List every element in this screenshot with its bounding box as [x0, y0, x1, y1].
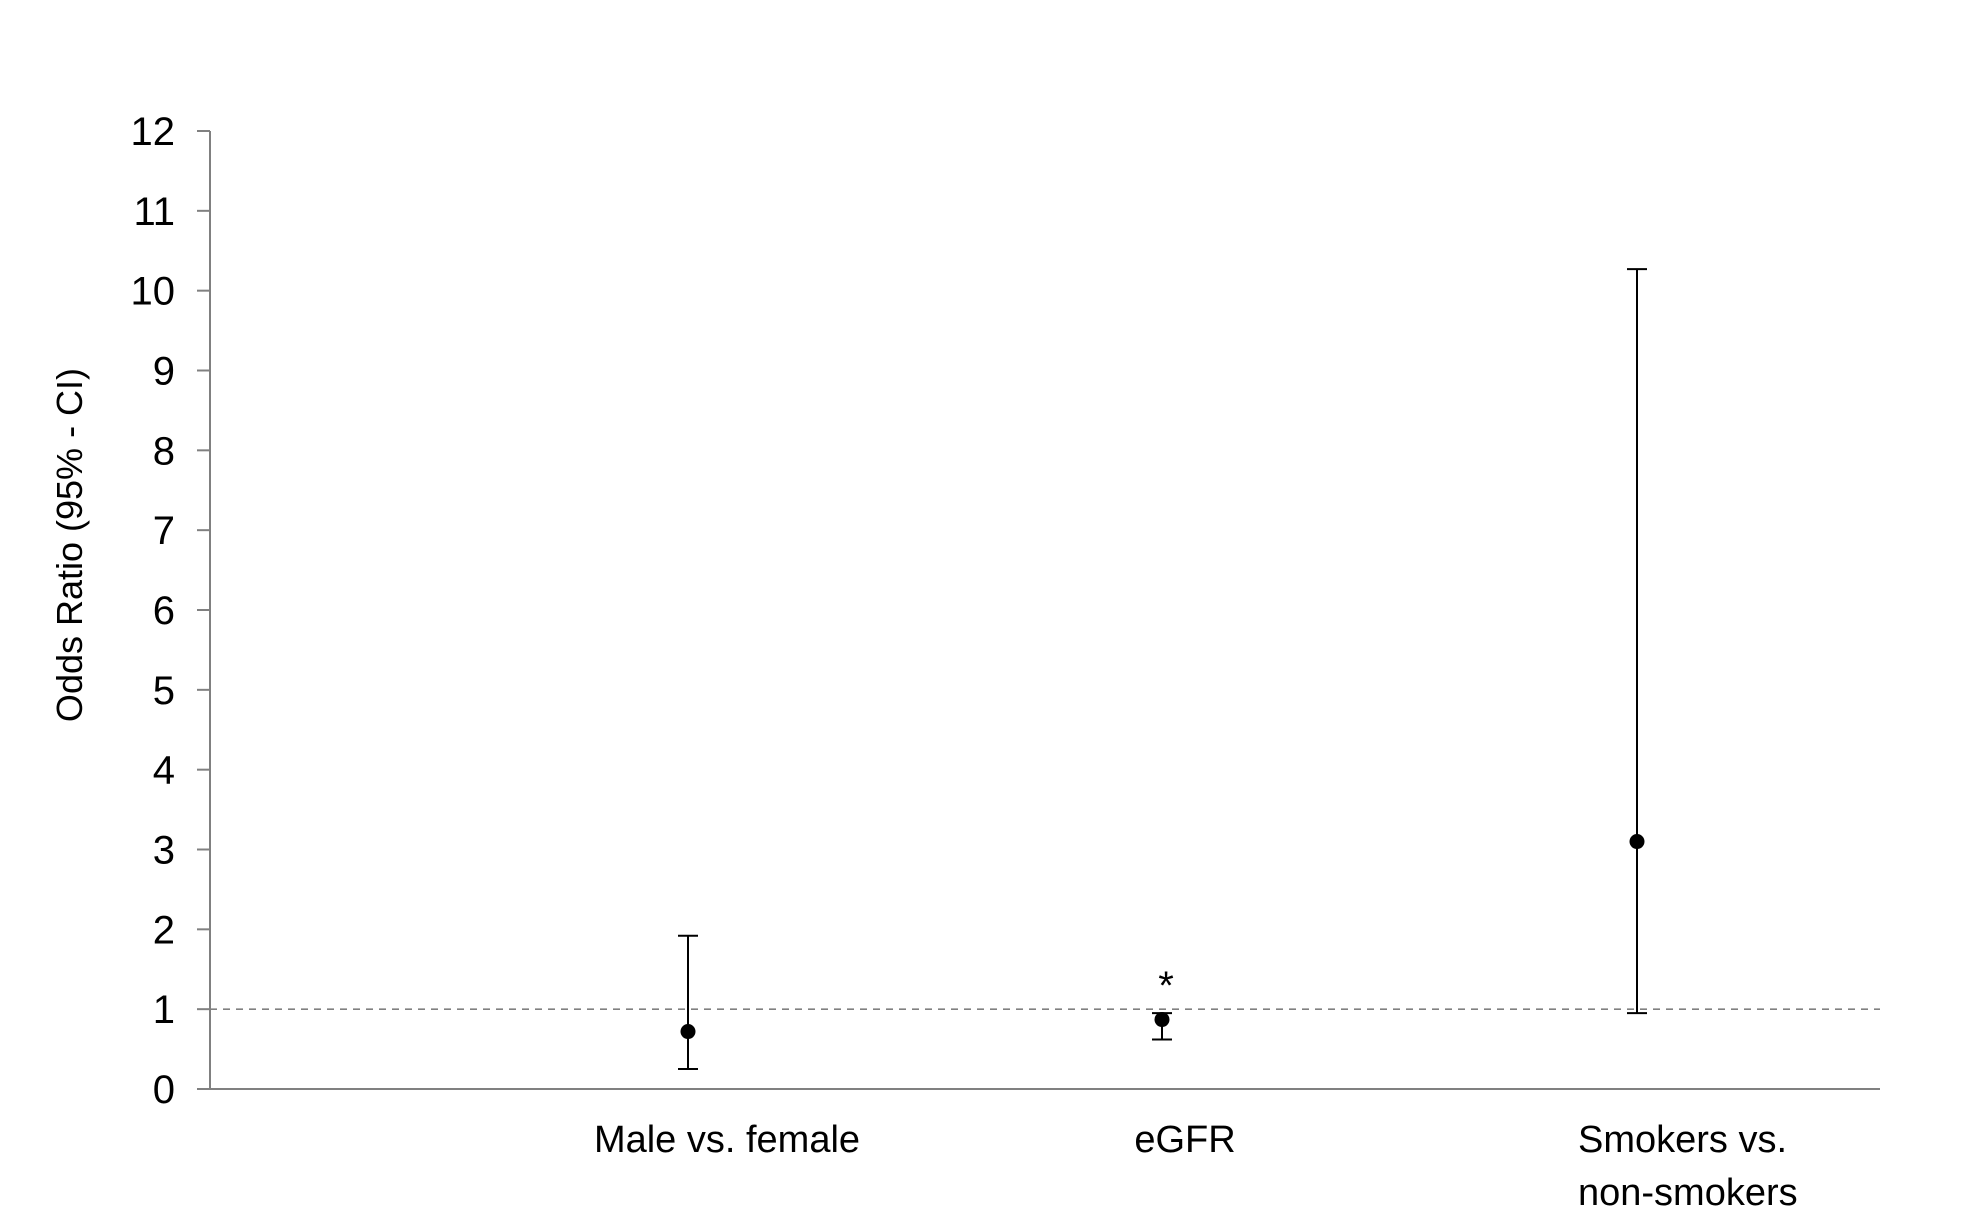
- x-category-label: Smokers vs.: [1578, 1119, 1787, 1161]
- y-tick-label: 8: [153, 429, 175, 473]
- y-tick-label: 2: [153, 908, 175, 952]
- y-tick-label: 11: [133, 190, 175, 234]
- marks-layer: Male vs. female * eGFR Smokers vs. non-smoke…: [594, 268, 1798, 1214]
- y-tick-label: 1: [153, 988, 175, 1032]
- significance-marker: *: [1158, 964, 1174, 1008]
- data-point: [680, 1024, 696, 1040]
- y-tick-label: 7: [153, 509, 175, 553]
- y-tick-label: 12: [131, 110, 176, 154]
- x-category-label: non-smokers: [1578, 1172, 1798, 1214]
- data-point: [1629, 834, 1645, 850]
- y-tick-label: 4: [153, 749, 175, 793]
- x-category-label: Male vs. female: [594, 1119, 860, 1161]
- y-tick-label: 3: [153, 829, 175, 873]
- y-tick-label: 5: [153, 669, 175, 713]
- y-axis-label: Odds Ratio (95% - CI): [49, 368, 90, 722]
- data-point: [1154, 1012, 1170, 1028]
- y-tick-label: 9: [153, 350, 175, 394]
- y-tick-label: 6: [153, 589, 175, 633]
- x-category-label: eGFR: [1134, 1119, 1235, 1161]
- y-tick-label: 0: [153, 1068, 175, 1112]
- y-tick-label: 10: [131, 270, 176, 314]
